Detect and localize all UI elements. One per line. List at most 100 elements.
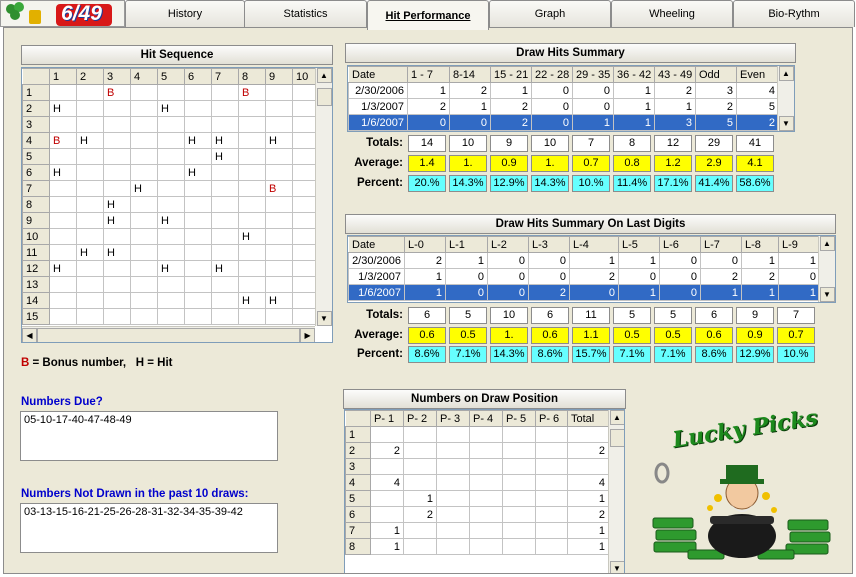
grid-cell[interactable] [157,132,185,149]
grid-cell[interactable] [103,132,131,149]
grid-cell[interactable] [157,196,185,213]
grid-cell[interactable] [157,164,185,181]
grid-cell[interactable]: H [265,132,293,149]
grid-cell[interactable]: H [103,244,131,261]
column-header[interactable]: 29 - 35 [572,66,614,83]
grid-cell[interactable] [238,180,266,197]
table-row[interactable]: 10 H [22,228,320,245]
grid-cell[interactable] [265,308,293,325]
grid-cell[interactable] [130,292,158,309]
grid-cell[interactable]: H [130,180,158,197]
vertical-scrollbar[interactable]: ▲ ▼ [818,236,835,302]
grid-cell[interactable]: H [157,212,185,229]
grid-cell[interactable] [238,260,266,277]
grid-cell[interactable] [76,260,104,277]
grid-cell[interactable] [238,196,266,213]
grid-cell[interactable] [76,164,104,181]
grid-cell[interactable] [265,148,293,165]
grid-cell[interactable] [184,308,212,325]
grid-cell[interactable] [103,116,131,133]
grid-cell[interactable] [238,164,266,181]
grid-cell[interactable] [130,228,158,245]
grid-cell[interactable]: B [103,84,131,101]
grid-cell[interactable]: B [238,84,266,101]
column-header[interactable]: 3 [103,68,131,85]
last-digits-grid[interactable]: Date L-0 L-1 L-2 L-3 L-4 L-5 L-6 L-7 L-8 L-9 2/30/… [347,235,836,303]
grid-cell[interactable]: B [265,180,293,197]
column-header[interactable] [345,410,371,427]
grid-cell[interactable] [211,164,239,181]
column-header[interactable]: L-9 [778,236,820,253]
grid-cell[interactable] [157,292,185,309]
grid-cell[interactable] [49,196,77,213]
column-header[interactable]: 8 [238,68,266,85]
draw-hits-grid[interactable]: Date 1 - 7 8-14 15 - 21 22 - 28 29 - 35 36 - 4… [347,65,795,132]
grid-cell[interactable]: H [211,132,239,149]
column-header[interactable]: P- 3 [436,410,470,427]
column-header[interactable]: P- 2 [403,410,437,427]
numbers-due-field[interactable]: 05-10-17-40-47-48-49 [20,411,278,461]
grid-cell[interactable] [184,196,212,213]
grid-cell[interactable] [238,244,266,261]
grid-cell[interactable] [49,212,77,229]
horizontal-scrollbar[interactable]: ◀ ▶ [22,326,315,342]
grid-cell[interactable] [49,244,77,261]
table-row[interactable]: 1/6/2007 1 0 0 2 0 1 0 1 1 1 [348,284,820,301]
grid-cell[interactable] [157,244,185,261]
column-header[interactable]: 8-14 [449,66,491,83]
grid-cell[interactable] [184,276,212,293]
grid-cell[interactable] [130,164,158,181]
column-header[interactable]: 43 - 49 [654,66,696,83]
grid-cell[interactable] [76,84,104,101]
grid-cell[interactable] [76,292,104,309]
column-header[interactable]: L-8 [741,236,779,253]
grid-cell[interactable] [103,100,131,117]
grid-cell[interactable] [265,164,293,181]
grid-cell[interactable]: H [184,164,212,181]
grid-cell[interactable] [49,228,77,245]
scroll-down-icon[interactable]: ▼ [316,311,332,326]
grid-cell[interactable] [265,212,293,229]
grid-cell[interactable]: H [184,132,212,149]
grid-cell[interactable] [238,116,266,133]
grid-cell[interactable] [157,148,185,165]
grid-cell[interactable] [130,276,158,293]
scrollbar-thumb[interactable] [609,429,624,447]
column-header[interactable]: 15 - 21 [490,66,532,83]
column-header[interactable]: 6 [184,68,212,85]
tab-graph[interactable]: Graph [489,0,611,27]
column-header[interactable]: L-3 [528,236,570,253]
column-header[interactable]: Total [567,410,609,427]
grid-cell[interactable]: H [211,260,239,277]
grid-cell[interactable] [130,148,158,165]
grid-cell[interactable] [76,180,104,197]
grid-cell[interactable] [157,276,185,293]
vertical-scrollbar[interactable]: ▲ ▼ [608,410,624,573]
column-header[interactable]: P- 5 [502,410,536,427]
grid-cell[interactable] [211,100,239,117]
table-row[interactable]: 15 [22,308,320,325]
grid-cell[interactable] [157,84,185,101]
grid-cell[interactable] [157,180,185,197]
column-header[interactable]: 5 [157,68,185,85]
grid-cell[interactable]: H [49,164,77,181]
grid-cell[interactable] [265,100,293,117]
column-header[interactable]: L-7 [700,236,742,253]
column-header[interactable]: L-2 [487,236,529,253]
grid-cell[interactable]: B [49,132,77,149]
grid-cell[interactable] [184,260,212,277]
grid-cell[interactable] [130,244,158,261]
column-header[interactable]: P- 4 [469,410,503,427]
grid-cell[interactable] [157,308,185,325]
grid-cell[interactable] [211,244,239,261]
grid-cell[interactable]: H [238,292,266,309]
grid-cell[interactable] [130,260,158,277]
column-header[interactable]: 1 [49,68,77,85]
tab-bio-rythm[interactable]: Bio-Rythm [733,0,855,27]
grid-cell[interactable] [184,148,212,165]
table-row[interactable]: 2/30/2006 2 1 0 0 1 1 0 0 1 1 [348,252,820,269]
table-row[interactable]: 12 H H H [22,260,320,277]
